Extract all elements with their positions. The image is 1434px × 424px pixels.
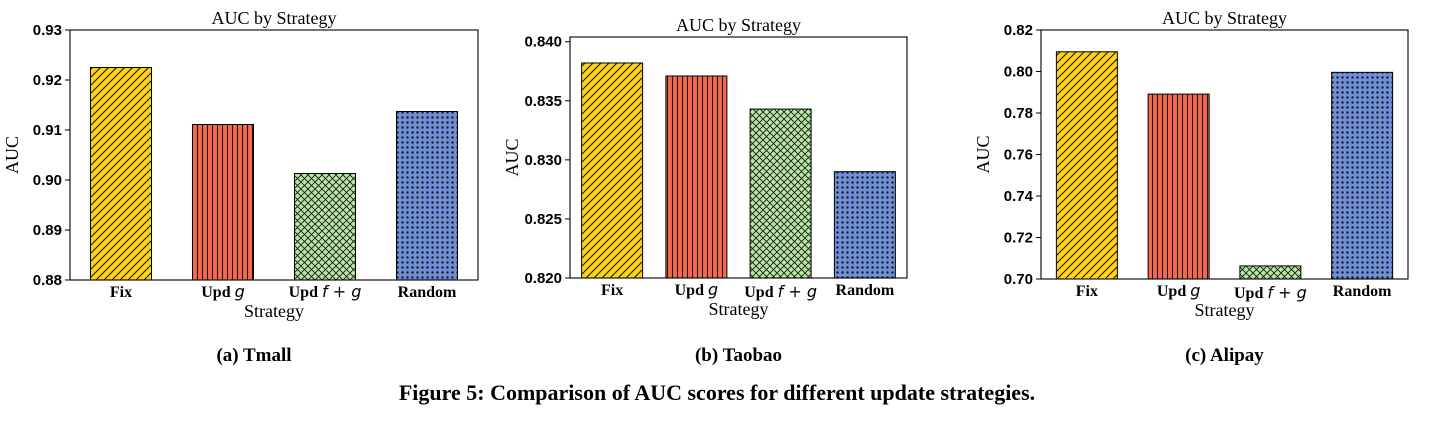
y-tick-label: 0.82: [1004, 22, 1033, 39]
x-tick-label: Upd f + g: [1234, 283, 1307, 302]
y-tick-label: 0.825: [524, 211, 562, 228]
y-axis-label: AUC: [502, 138, 522, 176]
subcaption: (a) Tmall: [216, 345, 291, 366]
bar-4: [1331, 71, 1394, 280]
x-tick-label: Fix: [110, 284, 132, 301]
y-tick-label: 0.72: [1004, 230, 1033, 247]
x-tick-label: Upd g: [201, 282, 245, 301]
plot-frame: [569, 36, 908, 279]
chart-panel-3: AUC by Strategy Fix Upd g Upd f + g Random 0.…: [973, 8, 1409, 366]
bar-1: [90, 67, 152, 281]
y-axis-label: AUC: [973, 135, 993, 173]
y-tick-label: 0.830: [524, 152, 562, 169]
bar-1: [1055, 51, 1118, 280]
chart-panel-1: AUC by Strategy Fix Upd g Upd f + g Random 0.…: [2, 8, 479, 366]
y-tick-label: 0.88: [33, 272, 62, 289]
figure-caption: Figure 5: Comparison of AUC scores for d…: [398, 380, 1036, 405]
chart-panel-2: AUC by Strategy Fix Upd g Upd f + g Random 0.…: [502, 15, 908, 366]
y-tick-label: 0.92: [33, 72, 62, 89]
y-tick-label: 0.80: [1004, 64, 1033, 81]
y-tick-label: 0.89: [33, 222, 62, 239]
y-tick-label: 0.835: [524, 93, 562, 110]
y-tick-label: 0.93: [33, 22, 62, 39]
y-axis-label: AUC: [2, 136, 22, 174]
y-tick-label: 0.76: [1004, 147, 1033, 164]
subcaption: (c) Alipay: [1185, 345, 1264, 366]
x-axis-label: Strategy: [1195, 300, 1255, 320]
y-tick-label: 0.91: [33, 122, 62, 139]
y-tick-label: 0.74: [1004, 188, 1034, 205]
y-tick-label: 0.70: [1004, 271, 1033, 288]
bar-2: [192, 124, 254, 281]
x-tick-label: Fix: [1076, 283, 1098, 300]
x-tick-label: Random: [836, 282, 895, 299]
bar-3: [294, 173, 356, 281]
y-tick-label: 0.90: [33, 172, 62, 189]
bar-2: [665, 75, 728, 279]
bar-2: [1147, 93, 1210, 280]
x-tick-label: Fix: [601, 282, 623, 299]
y-tick-label: 0.78: [1004, 105, 1033, 122]
x-tick-label: Upd f + g: [744, 282, 817, 301]
x-tick-label: Upd g: [675, 280, 719, 299]
bar-3: [1239, 265, 1302, 280]
bar-4: [396, 111, 458, 281]
plot-frame: [69, 29, 479, 281]
x-tick-label: Random: [398, 284, 457, 301]
chart-title: AUC by Strategy: [1162, 8, 1287, 28]
x-tick-label: Upd g: [1157, 281, 1201, 300]
x-axis-label: Strategy: [244, 301, 304, 321]
bar-3: [749, 108, 812, 279]
bar-1: [581, 62, 644, 279]
y-tick-label: 0.840: [524, 34, 562, 51]
chart-title: AUC by Strategy: [212, 8, 337, 28]
x-tick-label: Random: [1333, 283, 1392, 300]
y-tick-label: 0.820: [524, 270, 562, 287]
bar-4: [833, 171, 896, 279]
x-axis-label: Strategy: [709, 299, 769, 319]
chart-title: AUC by Strategy: [676, 15, 801, 35]
subcaption: (b) Taobao: [695, 345, 782, 366]
x-tick-label: Upd f + g: [289, 282, 362, 301]
figure: AUC by Strategy Fix Upd g Upd f + g Random 0.…: [2, 8, 1409, 366]
